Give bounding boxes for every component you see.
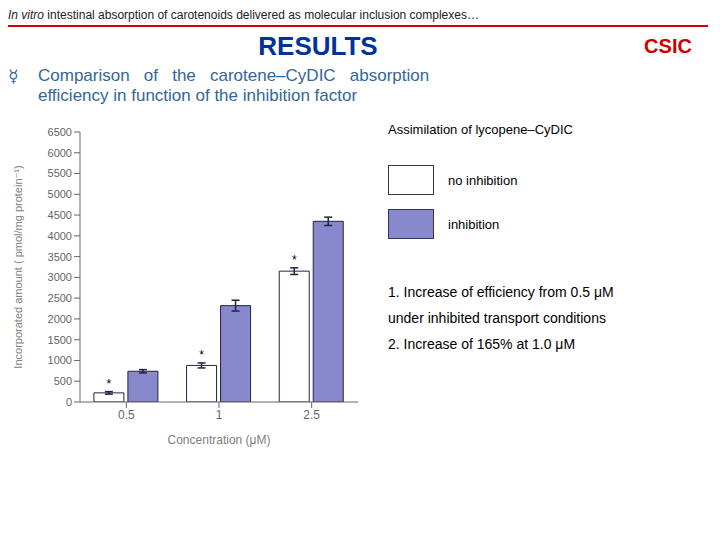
html-text:2. Increase of 165% at 1.0 μM: 2. Increase of 165% at 1.0 μM (388, 336, 576, 352)
svg-text:Concentration (μM): Concentration (μM) (168, 433, 271, 447)
svg-text:3500: 3500 (48, 251, 72, 263)
svg-text:Incorporated amount ( pmol/mg: Incorporated amount ( pmol/mg protein⁻¹) (12, 165, 24, 368)
svg-text:*: * (199, 348, 204, 362)
html-text:no inhibition: no inhibition (448, 172, 518, 188)
svg-text:0: 0 (66, 396, 72, 408)
svg-text:1500: 1500 (48, 334, 72, 346)
svg-text:6000: 6000 (48, 147, 72, 159)
svg-text:6500: 6500 (48, 126, 72, 138)
html-text:In vitro intestinal absorption: In vitro intestinal absorption of carote… (8, 8, 479, 22)
svg-text:*: * (107, 377, 112, 391)
html-text:under inhibited transport cond: under inhibited transport conditions (388, 310, 606, 326)
svg-text:5500: 5500 (48, 167, 72, 179)
svg-text:0.5: 0.5 (118, 408, 135, 422)
svg-text:3000: 3000 (48, 271, 72, 283)
svg-text:1000: 1000 (48, 354, 72, 366)
svg-text:4500: 4500 (48, 209, 72, 221)
svg-text:2000: 2000 (48, 313, 72, 325)
html-text:CSIC: CSIC (644, 35, 692, 57)
svg-text:4000: 4000 (48, 230, 72, 242)
html-text:inhibition: inhibition (448, 216, 500, 232)
html-text:RESULTS: RESULTS (258, 31, 378, 61)
svg-text:5000: 5000 (48, 188, 72, 200)
html-text:Comparison of the carotene–CyD: Comparison of the carotene–CyDIC absorpt… (38, 66, 430, 85)
html-text:efficiency in function of the: efficiency in function of the inhibition… (38, 86, 358, 105)
svg-text:*: * (292, 253, 297, 267)
html-text:Assimilation of lycopene–CyDIC: Assimilation of lycopene–CyDIC (388, 122, 573, 137)
svg-text:500: 500 (54, 375, 72, 387)
html-text:1. Increase of efficiency from: 1. Increase of efficiency from 0.5 μM (388, 284, 614, 300)
svg-text:1: 1 (216, 408, 223, 422)
svg-text:2.5: 2.5 (303, 408, 320, 422)
svg-text:2500: 2500 (48, 292, 72, 304)
